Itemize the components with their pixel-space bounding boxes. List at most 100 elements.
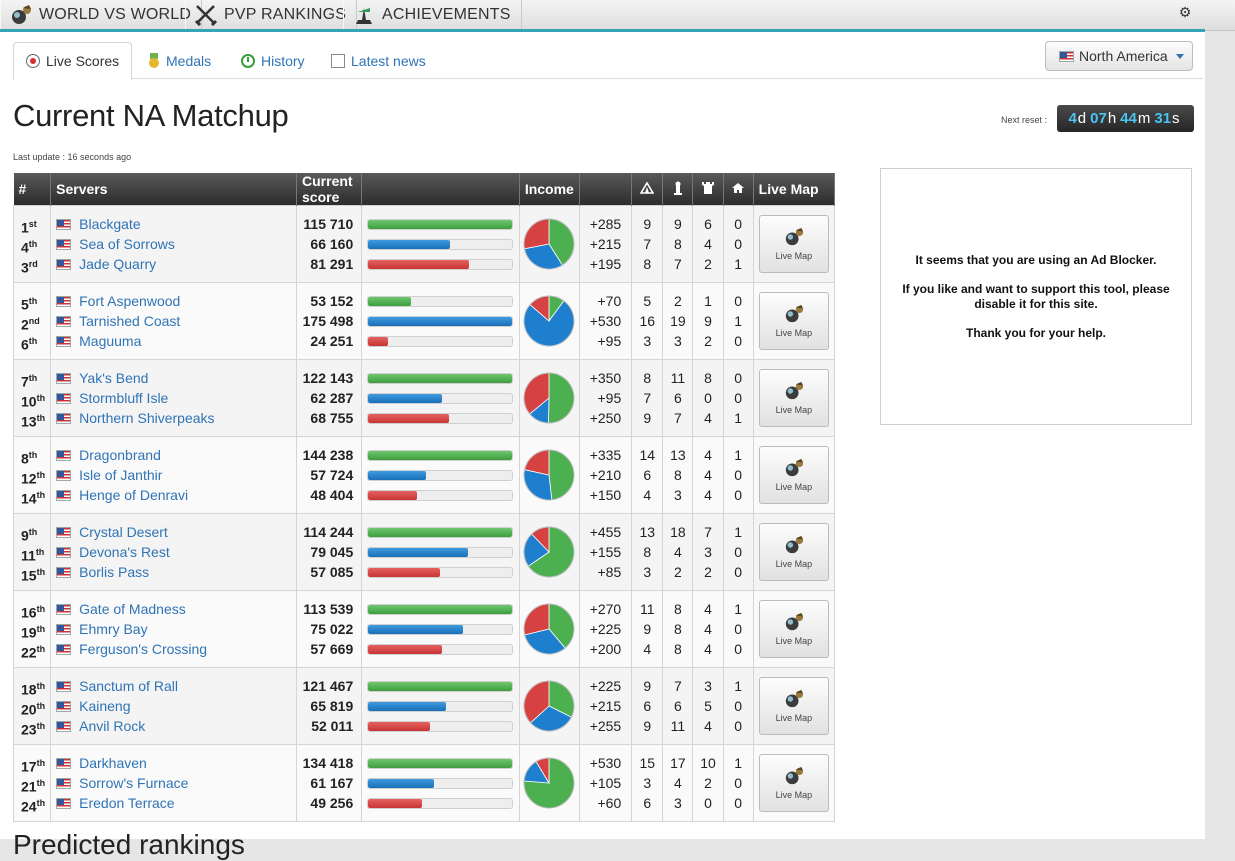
server-link[interactable]: Darkhaven xyxy=(79,755,147,771)
live-map-button[interactable]: Live Map xyxy=(758,369,829,427)
server-link[interactable]: Fort Aspenwood xyxy=(79,293,181,309)
income-value: +95 xyxy=(597,390,622,406)
castle-count: 1 xyxy=(734,410,743,426)
region-dropdown[interactable]: North America xyxy=(1045,41,1193,71)
score-bar-fill xyxy=(368,758,513,768)
server-link[interactable]: Eredon Terrace xyxy=(79,795,175,811)
tab-label: Medals xyxy=(166,52,212,69)
tab-medals[interactable]: Medals xyxy=(148,42,211,79)
rank-line: 10th xyxy=(21,388,50,410)
income-pie-chart xyxy=(523,218,575,270)
tower-count: 9 xyxy=(674,216,682,232)
live-map-button[interactable]: Live Map xyxy=(758,292,829,350)
adblock-notice: It seems that you are using an Ad Blocke… xyxy=(880,168,1192,425)
castle-count-list: 1 0 0 xyxy=(724,676,753,736)
score-bar-list xyxy=(362,676,519,736)
rank-suffix: th xyxy=(28,373,38,383)
server-link[interactable]: Blackgate xyxy=(79,216,141,232)
pie-slice xyxy=(524,218,550,250)
server-link[interactable]: Ehmry Bay xyxy=(79,621,148,637)
keep-count: 4 xyxy=(704,236,712,252)
tab-live-scores[interactable]: Live Scores xyxy=(13,42,133,80)
rank-suffix: th xyxy=(28,336,38,346)
income-value: +155 xyxy=(589,544,622,560)
server-link[interactable]: Jade Quarry xyxy=(79,256,157,272)
server-link[interactable]: Ferguson's Crossing xyxy=(79,641,208,657)
server-list: Fort Aspenwood Tarnished Coast Maguuma xyxy=(51,291,296,351)
live-map-label: Live Map xyxy=(775,559,813,569)
live-map-button[interactable]: Live Map xyxy=(758,754,829,812)
tab-latest-news[interactable]: Latest news xyxy=(331,42,426,79)
server-link[interactable]: Kaineng xyxy=(79,698,131,714)
camp-count-list: 9 7 8 xyxy=(632,214,662,274)
server-link[interactable]: Sorrow's Furnace xyxy=(79,775,189,791)
server-link[interactable]: Yak's Bend xyxy=(79,370,149,386)
server-link[interactable]: Henge of Denravi xyxy=(79,487,189,503)
orb-icon xyxy=(785,458,803,477)
rank-list: 9th 11th 15th xyxy=(21,522,50,584)
score-bar-line xyxy=(362,619,519,639)
pie-outline xyxy=(523,680,575,732)
tab-history[interactable]: History xyxy=(241,42,305,79)
pie-slice xyxy=(549,449,575,501)
rank-number: 5 xyxy=(21,296,29,313)
nav-tab-label: ACHIEVEMENTS xyxy=(382,5,511,23)
castle-count: 0 xyxy=(734,236,743,252)
tower-count: 11 xyxy=(670,370,686,386)
rank-suffix: st xyxy=(28,219,37,229)
keep-count: 2 xyxy=(704,775,712,791)
pie-outline xyxy=(523,449,575,501)
nav-tab-pvp-rankings[interactable]: PVP RANKINGS xyxy=(185,0,358,29)
rank-number: 18 xyxy=(21,681,37,698)
nav-tab-achievements[interactable]: ACHIEVEMENTS xyxy=(343,0,522,29)
income-cell: +225 +215 +255 xyxy=(579,667,633,745)
server-link[interactable]: Stormbluff Isle xyxy=(79,390,169,406)
us-flag-icon xyxy=(56,623,72,635)
score-bar-track xyxy=(367,720,514,732)
server-link[interactable]: Dragonbrand xyxy=(79,447,161,463)
live-map-button[interactable]: Live Map xyxy=(758,446,829,504)
tower-count: 18 xyxy=(670,524,686,540)
server-link[interactable]: Borlis Pass xyxy=(79,564,150,580)
server-link[interactable]: Sanctum of Rall xyxy=(79,678,178,694)
server-link[interactable]: Sea of Sorrows xyxy=(79,236,175,252)
last-update: Last update : 16 seconds ago xyxy=(13,152,132,162)
rank-number: 16 xyxy=(21,604,37,621)
rank-number: 13 xyxy=(21,413,37,430)
income-value: +285 xyxy=(589,216,622,232)
score-bar-fill xyxy=(368,393,442,403)
score-list: 113 539 75 022 57 669 xyxy=(297,599,353,659)
rank-list: 7th 10th 13th xyxy=(21,368,50,430)
castle-count-cell: 0 0 1 xyxy=(722,205,754,283)
server-link[interactable]: Maguuma xyxy=(79,333,142,349)
live-map-button[interactable]: Live Map xyxy=(758,677,829,735)
live-map-button[interactable]: Live Map xyxy=(758,600,829,658)
server-link[interactable]: Crystal Desert xyxy=(79,524,168,540)
score-bar-track xyxy=(367,449,514,461)
live-map-button[interactable]: Live Map xyxy=(758,215,829,273)
rank-number: 20 xyxy=(21,701,37,718)
server-link[interactable]: Northern Shiverpeaks xyxy=(79,410,215,426)
us-flag-icon xyxy=(56,218,72,230)
server-line: Maguuma xyxy=(51,331,296,351)
orb-icon xyxy=(785,304,803,323)
live-map-button[interactable]: Live Map xyxy=(758,523,829,581)
server-link[interactable]: Tarnished Coast xyxy=(79,313,181,329)
server-link[interactable]: Anvil Rock xyxy=(79,718,146,734)
score-bar-track xyxy=(367,623,514,635)
keep-count: 4 xyxy=(704,601,712,617)
rank-line: 13th xyxy=(21,408,50,430)
gear-icon[interactable]: ⚙ xyxy=(1178,4,1192,20)
server-link[interactable]: Gate of Madness xyxy=(79,601,186,617)
rank-suffix: th xyxy=(28,296,38,306)
tower-count: 8 xyxy=(674,236,682,252)
score-bar-track xyxy=(367,700,514,712)
score-value: 49 256 xyxy=(310,795,354,811)
rank-suffix: th xyxy=(36,624,46,634)
us-flag-icon xyxy=(56,777,72,789)
castle-count: 0 xyxy=(734,641,743,657)
server-link[interactable]: Isle of Janthir xyxy=(79,467,163,483)
score-value: 134 418 xyxy=(302,755,354,771)
nav-tab-world-vs-world[interactable]: WORLD VS WORLD xyxy=(0,0,203,29)
server-link[interactable]: Devona's Rest xyxy=(79,544,170,560)
